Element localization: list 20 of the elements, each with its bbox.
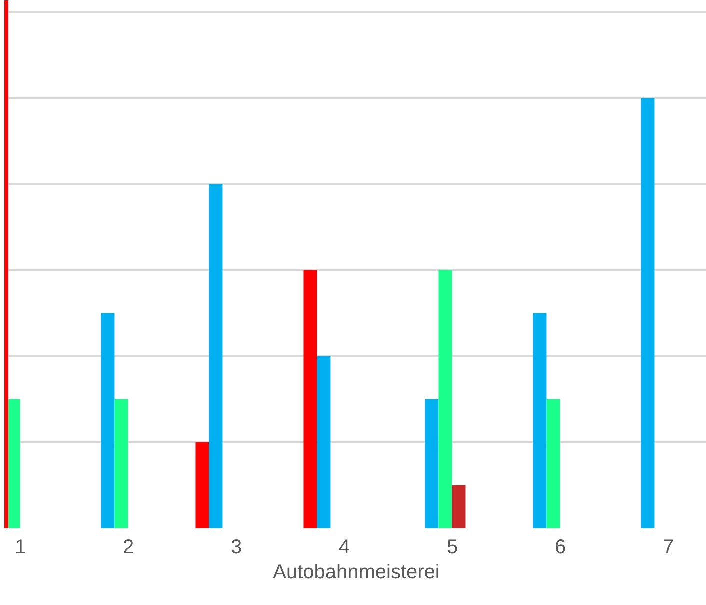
bar (196, 442, 210, 528)
x-tick-label: 6 (554, 536, 566, 558)
bar (452, 486, 466, 528)
x-tick-label: 5 (446, 536, 458, 558)
x-tick-label: 7 (662, 536, 674, 558)
bar (304, 270, 318, 528)
x-tick-label: 4 (338, 536, 350, 558)
x-axis-title: Autobahnmeisterei (273, 562, 440, 584)
bar (317, 356, 331, 528)
x-tick-label: 3 (230, 536, 242, 558)
bar (533, 314, 547, 528)
x-tick-label: 2 (122, 536, 134, 558)
x-tick-label: 1 (14, 536, 26, 558)
bar (425, 400, 439, 528)
bar (641, 98, 655, 528)
bar (114, 400, 128, 528)
bar (438, 270, 452, 528)
bar (209, 184, 223, 528)
bar (101, 314, 115, 528)
bar (546, 400, 560, 528)
